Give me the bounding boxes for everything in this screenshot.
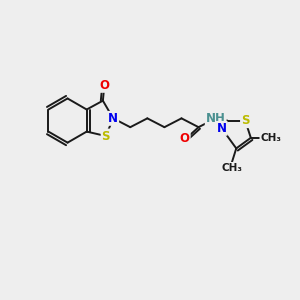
Text: S: S [102,130,110,142]
Text: NH: NH [206,112,226,125]
Text: S: S [241,114,250,127]
Text: N: N [217,122,227,135]
Text: N: N [108,112,118,125]
Text: CH₃: CH₃ [260,133,281,143]
Text: O: O [180,132,190,145]
Text: O: O [99,79,109,92]
Text: CH₃: CH₃ [221,163,242,173]
